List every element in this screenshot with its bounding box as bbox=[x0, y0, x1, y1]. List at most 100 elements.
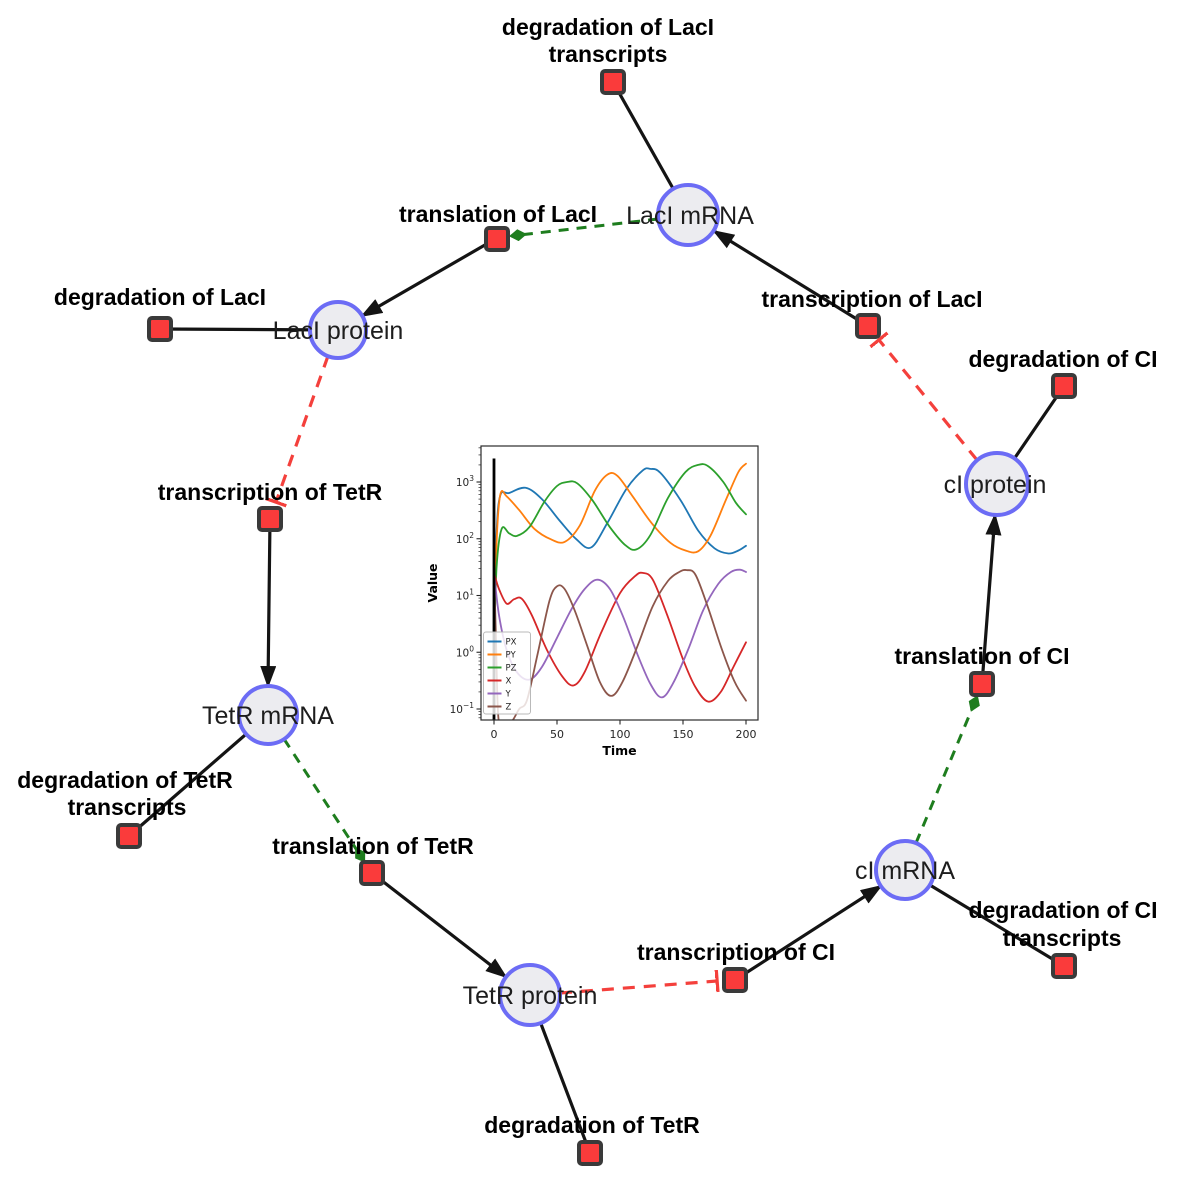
reaction-label: degradation of TetR bbox=[484, 1112, 700, 1138]
reaction-label: transcripts bbox=[68, 794, 187, 820]
reaction-square-deg-tetr[interactable] bbox=[577, 1140, 603, 1166]
species-node-tetr-mrna[interactable]: TetR mRNA bbox=[202, 684, 334, 746]
species-label-tetr-protein: TetR protein bbox=[463, 982, 598, 1010]
reaction-node-transcription-tetr[interactable]: transcription of TetR bbox=[158, 479, 383, 532]
reaction-label: translation of CI bbox=[894, 643, 1069, 669]
species-circle-laci-protein[interactable] bbox=[308, 300, 368, 360]
series-line-px bbox=[493, 467, 747, 637]
reaction-node-deg-ci[interactable]: degradation of CI bbox=[968, 346, 1158, 399]
svg-text:50: 50 bbox=[550, 728, 564, 741]
species-circle-tetr-protein[interactable] bbox=[498, 963, 562, 1027]
reaction-label: transcription of TetR bbox=[158, 479, 383, 505]
legend-label-pz: PZ bbox=[506, 664, 517, 674]
species-circle-laci-mrna[interactable] bbox=[656, 183, 720, 247]
reaction-label: degradation of TetR bbox=[17, 767, 233, 793]
edge-translation-laciprotein-product bbox=[360, 236, 499, 318]
reaction-node-transcription-laci[interactable]: transcription of LacI bbox=[761, 286, 983, 339]
species-circle-tetr-mrna[interactable] bbox=[237, 684, 299, 746]
edge-lacimrna-translation-modifier bbox=[509, 217, 659, 242]
reaction-node-deg-tetr[interactable]: degradation of TetR bbox=[484, 1112, 700, 1166]
svg-text:101: 101 bbox=[456, 588, 474, 603]
reaction-label: transcripts bbox=[549, 41, 668, 67]
edge-cimrna-translation-modifier bbox=[914, 695, 980, 844]
reaction-square-deg-laci-transcripts[interactable] bbox=[600, 69, 626, 95]
edge-ciprotein-inhibits-transcription-laci bbox=[879, 340, 979, 462]
edge-tetrmrna-translation-modifier bbox=[282, 738, 366, 863]
legend-label-y: Y bbox=[505, 690, 512, 700]
series-line-pz bbox=[493, 463, 747, 654]
reaction-label: transcription of CI bbox=[637, 939, 835, 965]
x-axis-label: Time bbox=[602, 743, 636, 758]
svg-text:200: 200 bbox=[736, 728, 757, 741]
reaction-label: translation of TetR bbox=[272, 833, 474, 859]
reaction-label: translation of LacI bbox=[399, 201, 597, 227]
edge-translation-tetrprotein-product bbox=[370, 871, 508, 979]
edge-translation-ciprotein-product bbox=[980, 513, 1002, 686]
species-label-ci-protein: cI protein bbox=[944, 471, 1047, 499]
species-circle-ci-protein[interactable] bbox=[964, 451, 1030, 517]
svg-text:100: 100 bbox=[610, 728, 631, 741]
reaction-square-deg-ci-transcripts[interactable] bbox=[1051, 953, 1077, 979]
edge-transcription-lacimrna-product bbox=[712, 229, 870, 328]
reaction-label: degradation of CI bbox=[968, 346, 1157, 372]
species-node-tetr-protein[interactable]: TetR protein bbox=[463, 963, 598, 1027]
reaction-node-deg-laci-transcripts[interactable]: degradation of LacI transcripts bbox=[502, 14, 714, 95]
reaction-square-transcription-laci[interactable] bbox=[855, 313, 881, 339]
svg-text:0: 0 bbox=[491, 728, 498, 741]
reaction-layer: degradation of LacI transcripts translat… bbox=[17, 14, 1158, 1166]
species-node-laci-protein[interactable]: LacI protein bbox=[273, 300, 404, 360]
species-label-tetr-mrna: TetR mRNA bbox=[202, 702, 334, 730]
species-circle-ci-mrna[interactable] bbox=[874, 839, 936, 901]
svg-text:103: 103 bbox=[456, 474, 474, 489]
x-axis: 0 50 100 150 200 Time bbox=[491, 720, 757, 758]
plot-legend: PX PY PZ XYZ bbox=[483, 631, 531, 715]
edge-transcription-cimrna-product bbox=[733, 884, 883, 982]
species-node-ci-mrna[interactable]: cI mRNA bbox=[855, 839, 955, 901]
legend-label-px: PX bbox=[506, 638, 517, 648]
reaction-node-deg-tetr-transcripts[interactable]: degradation of TetR transcripts bbox=[17, 767, 233, 849]
svg-text:100: 100 bbox=[456, 644, 474, 659]
svg-text:102: 102 bbox=[456, 531, 474, 546]
reaction-square-deg-tetr-transcripts[interactable] bbox=[116, 823, 142, 849]
legend-label-x: X bbox=[506, 677, 512, 687]
reaction-node-deg-ci-transcripts[interactable]: degradation of CI transcripts bbox=[968, 897, 1158, 979]
reaction-label: transcription of LacI bbox=[761, 286, 982, 312]
y-axis: 10−1 100 101 102 103 Value bbox=[425, 447, 481, 719]
svg-text:10−1: 10−1 bbox=[450, 701, 475, 716]
reaction-label: degradation of CI bbox=[968, 897, 1157, 923]
edge-laciprotein-inhibits-transcription-tetr bbox=[276, 355, 330, 502]
reaction-node-transcription-ci[interactable]: transcription of CI bbox=[637, 939, 835, 993]
legend-label-z: Z bbox=[506, 703, 512, 713]
legend-label-py: PY bbox=[506, 651, 517, 661]
edge-tetrprotein-inhibits-transcription-ci bbox=[559, 981, 717, 995]
series-line-x bbox=[493, 571, 747, 703]
reaction-node-deg-laci[interactable]: degradation of LacI bbox=[54, 284, 266, 342]
reaction-square-deg-ci[interactable] bbox=[1051, 373, 1077, 399]
svg-text:150: 150 bbox=[673, 728, 694, 741]
plot-curves bbox=[492, 458, 747, 720]
reaction-square-transcription-ci[interactable] bbox=[722, 967, 748, 993]
edge-transcription-tetrmrna-product bbox=[260, 517, 277, 688]
reaction-label: degradation of LacI bbox=[54, 284, 266, 310]
y-axis-label: Value bbox=[425, 563, 440, 602]
species-label-laci-protein: LacI protein bbox=[273, 317, 404, 345]
reaction-square-translation-ci[interactable] bbox=[969, 671, 995, 697]
timeseries-plot: 0 50 100 150 200Time10−1100101102103ValuePXP… bbox=[425, 445, 759, 758]
reaction-square-deg-laci[interactable] bbox=[147, 316, 173, 342]
reaction-node-translation-laci[interactable]: translation of LacI bbox=[399, 201, 597, 252]
series-line-z bbox=[493, 569, 747, 720]
reaction-node-translation-tetr[interactable]: translation of TetR bbox=[272, 833, 474, 886]
species-label-laci-mrna: LacI mRNA bbox=[626, 202, 754, 230]
reaction-label: transcripts bbox=[1003, 925, 1122, 951]
species-node-ci-protein[interactable]: cI protein bbox=[944, 451, 1047, 517]
reaction-square-translation-tetr[interactable] bbox=[359, 860, 385, 886]
series-line-py bbox=[493, 462, 747, 654]
reaction-square-transcription-tetr[interactable] bbox=[257, 506, 283, 532]
species-node-laci-mrna[interactable]: LacI mRNA bbox=[626, 183, 754, 247]
species-layer: LacI mRNA LacI protein TetR mRNA TetR pr… bbox=[202, 183, 1047, 1027]
reaction-square-translation-laci[interactable] bbox=[484, 226, 510, 252]
reaction-node-translation-ci[interactable]: translation of CI bbox=[894, 643, 1070, 697]
species-label-ci-mrna: cI mRNA bbox=[855, 857, 955, 885]
